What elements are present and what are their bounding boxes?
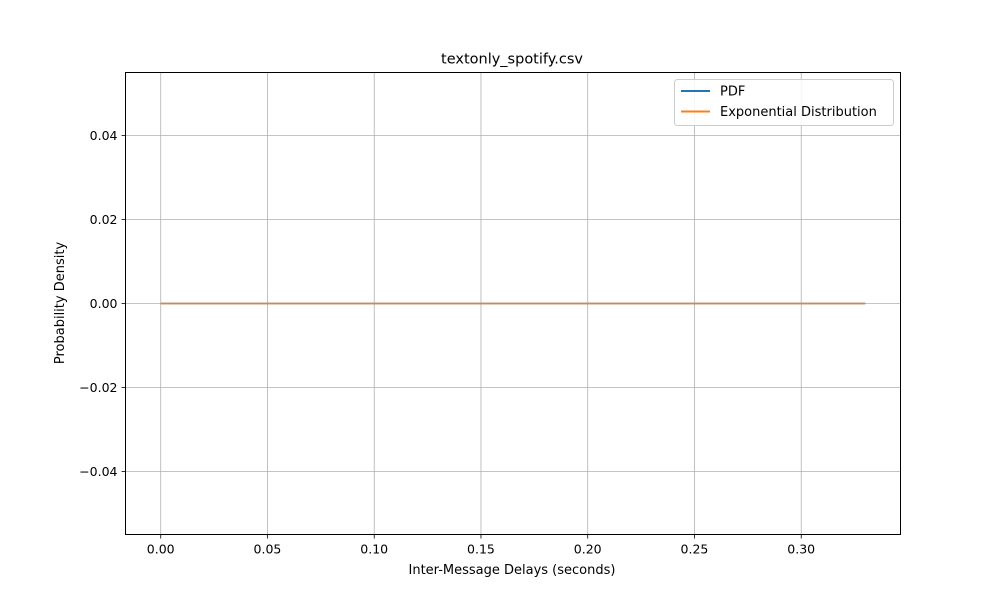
legend-label-exponential: Exponential Distribution [720,105,877,120]
x-tick-label: 0.00 [147,542,175,557]
x-axis-label: Inter-Message Delays (seconds) [409,563,616,578]
y-axis-label: Probability Density [53,242,68,365]
x-tick-label: 0.05 [254,542,282,557]
x-tick-label: 0.15 [467,542,495,557]
legend-box [674,79,894,126]
x-tick-label: 0.30 [787,542,815,557]
y-tick-label: 0.04 [90,128,118,143]
x-tick-label: 0.20 [574,542,602,557]
x-axis-ticks: 0.00 0.05 0.10 0.15 0.20 0.25 0.30 [147,534,815,557]
x-tick-label: 0.25 [681,542,709,557]
y-tick-label: −0.02 [79,380,117,395]
y-axis-ticks: −0.04 −0.02 0.00 0.02 0.04 [79,128,126,479]
chart-title: textonly_spotify.csv [441,52,583,68]
y-tick-label: 0.02 [90,212,118,227]
y-tick-label: −0.04 [79,464,117,479]
x-tick-label: 0.10 [360,542,388,557]
legend-label-pdf: PDF [720,85,745,100]
legend: PDF Exponential Distribution [674,79,894,126]
y-tick-label: 0.00 [90,296,118,311]
